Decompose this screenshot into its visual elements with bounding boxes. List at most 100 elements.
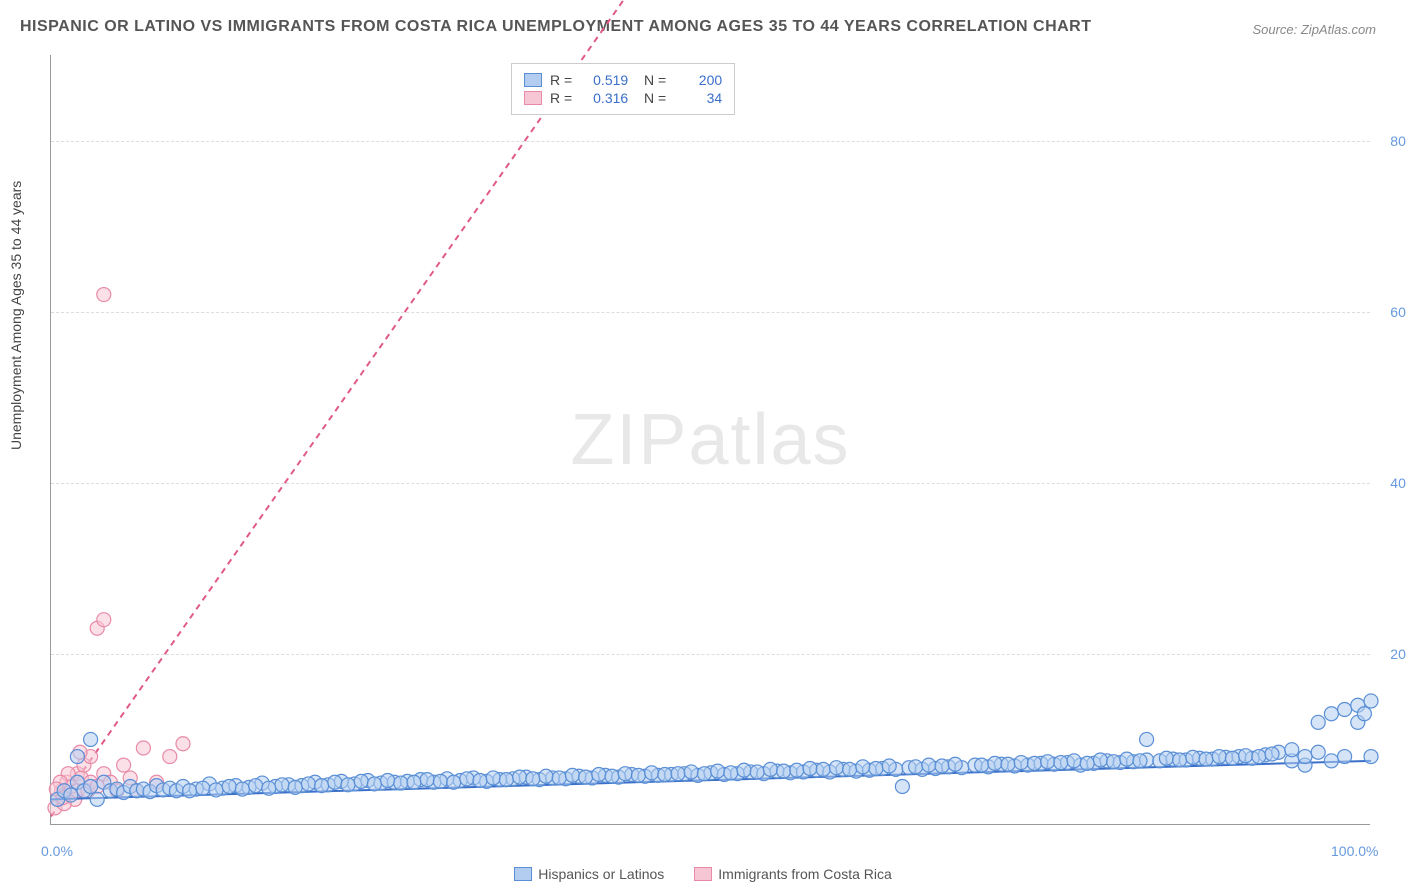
data-point [658, 768, 672, 782]
data-point [1265, 747, 1279, 761]
legend-item-pink: Immigrants from Costa Rica [694, 866, 891, 882]
data-point [460, 772, 474, 786]
data-point [328, 775, 342, 789]
data-point [209, 783, 223, 797]
data-point [275, 778, 289, 792]
data-point [70, 750, 84, 764]
data-point [1239, 749, 1253, 763]
data-point [513, 770, 527, 784]
data-point [816, 762, 830, 776]
data-point [1311, 745, 1325, 759]
data-point [97, 288, 111, 302]
data-point [354, 774, 368, 788]
y-axis-label: Unemployment Among Ages 35 to 44 years [8, 181, 24, 450]
data-point [1159, 751, 1173, 765]
r-label: R = [550, 90, 572, 106]
data-point [136, 741, 150, 755]
data-point [447, 775, 461, 789]
data-point [1338, 703, 1352, 717]
r-value-pink: 0.316 [580, 90, 628, 106]
data-point [1173, 753, 1187, 767]
data-point [1120, 752, 1134, 766]
stats-row-pink: R = 0.316 N = 34 [524, 90, 722, 106]
data-point [196, 781, 210, 795]
data-point [90, 792, 104, 806]
r-value-blue: 0.519 [580, 72, 628, 88]
data-point [988, 756, 1002, 770]
data-point [856, 760, 870, 774]
swatch-pink [524, 91, 542, 105]
data-point [895, 780, 909, 794]
data-point [1140, 732, 1154, 746]
trend-line [51, 0, 645, 816]
data-point [843, 762, 857, 776]
legend-label-pink: Immigrants from Costa Rica [718, 866, 891, 882]
data-point [1364, 694, 1378, 708]
data-point [1107, 755, 1121, 769]
data-point [249, 779, 263, 793]
data-point [176, 737, 190, 751]
data-point [1212, 750, 1226, 764]
data-point [1364, 750, 1378, 764]
gridline [51, 312, 1370, 313]
data-point [163, 750, 177, 764]
data-point [684, 765, 698, 779]
x-tick-label: 0.0% [41, 843, 73, 859]
y-tick-label: 80.0% [1375, 133, 1406, 149]
data-point [909, 760, 923, 774]
data-point [367, 777, 381, 791]
x-tick-label: 100.0% [1331, 843, 1378, 859]
data-point [777, 764, 791, 778]
data-point [565, 768, 579, 782]
data-point [1311, 715, 1325, 729]
data-point [922, 758, 936, 772]
data-point [1324, 754, 1338, 768]
data-point [1054, 756, 1068, 770]
data-point [315, 779, 329, 793]
y-tick-label: 20.0% [1375, 646, 1406, 662]
swatch-blue [514, 867, 532, 881]
data-point [552, 771, 566, 785]
data-point [1186, 750, 1200, 764]
data-point [420, 773, 434, 787]
data-point [1041, 755, 1055, 769]
data-point [1298, 750, 1312, 764]
stats-row-blue: R = 0.519 N = 200 [524, 72, 722, 88]
data-point [301, 777, 315, 791]
scatter-svg [51, 55, 1370, 824]
data-point [1199, 752, 1213, 766]
data-point [737, 763, 751, 777]
data-point [394, 776, 408, 790]
data-point [486, 771, 500, 785]
data-point [975, 758, 989, 772]
swatch-blue [524, 73, 542, 87]
data-point [935, 759, 949, 773]
data-point [183, 784, 197, 798]
data-point [882, 759, 896, 773]
data-point [222, 780, 236, 794]
data-point [869, 762, 883, 776]
r-label: R = [550, 72, 572, 88]
gridline [51, 654, 1370, 655]
data-point [1133, 754, 1147, 768]
data-point [829, 761, 843, 775]
data-point [1357, 707, 1371, 721]
data-point [631, 768, 645, 782]
n-value-pink: 34 [674, 90, 722, 106]
swatch-pink [694, 867, 712, 881]
data-point [84, 780, 98, 794]
data-point [288, 780, 302, 794]
data-point [948, 757, 962, 771]
data-point [235, 782, 249, 796]
data-point [750, 765, 764, 779]
y-tick-label: 40.0% [1375, 475, 1406, 491]
data-point [526, 772, 540, 786]
data-point [618, 767, 632, 781]
data-point [671, 767, 685, 781]
data-point [499, 773, 513, 787]
data-point [605, 769, 619, 783]
data-point [1285, 743, 1299, 757]
data-point [803, 762, 817, 776]
stats-legend: R = 0.519 N = 200 R = 0.316 N = 34 [511, 63, 735, 115]
gridline [51, 141, 1370, 142]
